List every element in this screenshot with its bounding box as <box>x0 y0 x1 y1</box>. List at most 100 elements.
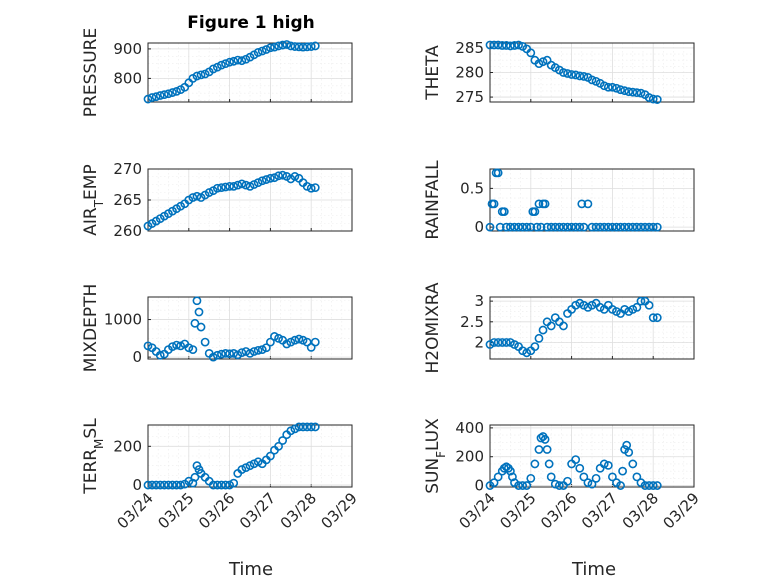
y-tick-label: 3 <box>474 292 484 310</box>
data-point <box>652 222 662 232</box>
data-point <box>294 334 304 344</box>
data-point <box>176 480 186 490</box>
y-axis-label-5: H2OMIXRA <box>423 282 443 373</box>
x-tick-label: 03/24 <box>456 489 499 532</box>
data-point <box>147 480 157 490</box>
data-point <box>534 333 544 343</box>
data-point <box>546 222 556 232</box>
data-point <box>563 476 572 486</box>
y-tick-label: 800 <box>113 69 142 87</box>
data-point <box>237 179 247 189</box>
data-point <box>518 222 528 232</box>
y-tick-label: 280 <box>455 64 484 82</box>
data-point <box>225 57 234 67</box>
data-point <box>514 222 523 232</box>
data-point <box>510 41 519 50</box>
subplot-rainfall: 0 0.5 RAINFALL <box>423 160 695 240</box>
data-point <box>648 313 658 323</box>
data-point <box>624 447 634 457</box>
data-point <box>616 85 625 95</box>
data-point <box>587 222 597 232</box>
data-point <box>143 341 153 351</box>
data-point <box>628 87 638 97</box>
data-point <box>270 173 279 183</box>
data-point <box>192 191 202 201</box>
data-point <box>608 222 617 232</box>
data-point <box>489 478 499 488</box>
data-point <box>298 335 308 345</box>
data-point <box>587 75 597 85</box>
data-point <box>229 478 239 488</box>
data-point <box>532 222 542 232</box>
data-point <box>172 480 181 490</box>
data-point <box>257 345 267 355</box>
y-tick-label: 275 <box>455 88 484 106</box>
data-point <box>591 473 601 483</box>
data-point <box>265 451 275 461</box>
data-point <box>489 199 499 209</box>
data-point <box>237 465 247 474</box>
data-point <box>147 93 157 102</box>
data-point <box>265 173 275 183</box>
x-tick-label: 03/28 <box>619 489 662 532</box>
data-point <box>632 222 642 232</box>
data-point <box>221 59 230 69</box>
data-point <box>310 337 320 347</box>
data-point <box>540 435 550 444</box>
data-point <box>143 94 153 104</box>
data-point <box>241 180 251 190</box>
data-point <box>217 480 226 490</box>
data-point <box>229 56 239 66</box>
data-point <box>278 40 288 50</box>
x-tick-label: 03/27 <box>236 489 279 532</box>
data-point <box>599 459 609 469</box>
data-point <box>554 481 564 490</box>
data-point <box>286 337 296 347</box>
data-point <box>648 481 658 490</box>
data-point <box>261 343 271 353</box>
data-point <box>229 181 239 191</box>
data-point <box>538 325 548 335</box>
data-point <box>294 422 304 432</box>
data-point <box>196 322 206 332</box>
data-point <box>536 222 546 232</box>
data-point <box>217 349 226 359</box>
x-tick-label: 03/25 <box>154 489 197 532</box>
x-tick-label: 03/28 <box>277 489 320 532</box>
x-axis-label-left: Time <box>228 559 273 580</box>
data-point <box>499 207 509 217</box>
data-point <box>632 302 642 312</box>
data-point <box>245 181 255 191</box>
axes-frame <box>147 424 353 488</box>
data-point <box>172 340 181 350</box>
y-axis-label-1: THETA <box>423 45 443 101</box>
data-point <box>143 480 153 490</box>
data-point <box>612 222 621 232</box>
data-point <box>270 42 279 52</box>
data-point <box>306 42 316 51</box>
data-point <box>618 466 627 476</box>
data-point <box>522 222 532 232</box>
data-point <box>286 426 296 436</box>
data-point <box>184 343 194 353</box>
data-point <box>302 181 312 191</box>
data-point <box>155 350 165 360</box>
data-point <box>559 68 568 77</box>
data-point <box>620 86 630 96</box>
x-tick-label: 03/26 <box>537 489 580 532</box>
data-point <box>632 472 642 482</box>
data-point <box>652 95 662 104</box>
x-tick-label: 03/27 <box>578 489 621 532</box>
data-point <box>208 480 218 490</box>
data-point <box>155 480 165 490</box>
data-point <box>540 199 550 209</box>
subplot-theta: 275 280 285 THETA <box>423 39 695 106</box>
data-point <box>599 81 609 91</box>
subplot-pressure: 800 900 PRESSURE <box>81 28 353 117</box>
data-point <box>640 222 650 232</box>
data-point <box>489 338 499 347</box>
data-point <box>257 176 267 186</box>
data-point <box>497 41 507 50</box>
y-tick-label: 0 <box>132 348 142 366</box>
